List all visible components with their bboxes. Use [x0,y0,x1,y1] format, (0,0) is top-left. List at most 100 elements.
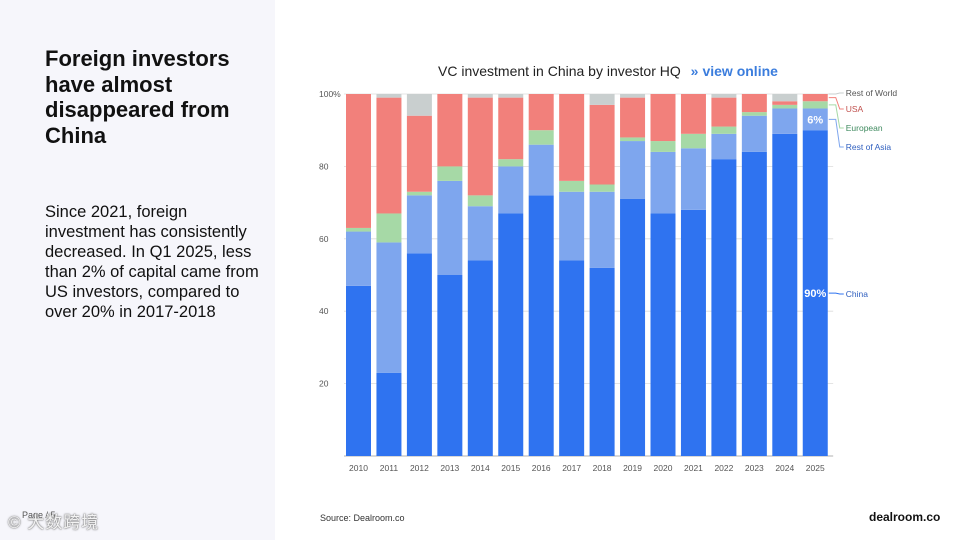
source-note: Source: Dealroom.co [320,513,405,523]
bar-segment [680,148,706,210]
bar-segment [620,94,646,98]
view-online-link[interactable]: » view online [691,63,778,79]
chart-title: VC investment in China by investor HQ » v… [438,63,778,79]
bar-segment [528,94,554,131]
bar-segment [376,97,402,214]
y-tick-label: 100% [319,89,341,99]
bar-segment [437,180,463,275]
bar-segment [802,130,828,456]
bar-segment [528,130,554,145]
legend-label: European [846,123,883,133]
bar-segment [711,133,737,160]
bar-segment [406,94,432,116]
bar-segment [620,97,646,138]
legend-label: Rest of World [846,88,898,98]
legend-connector [828,118,844,148]
x-tick-label: 2024 [775,463,794,473]
y-tick-label: 80 [319,161,329,171]
x-tick-label: 2011 [380,463,399,473]
bar-segment [802,94,828,102]
bar-segment [680,94,706,134]
left-panel [0,0,275,540]
bar-segment [467,195,493,207]
legend-connector [828,292,844,295]
bar-segment [741,151,767,457]
legend-connector [828,97,844,110]
x-tick-label: 2012 [410,463,429,473]
body-text: Since 2021, foreign investment has consi… [45,203,259,321]
chart-title-text: VC investment in China by investor HQ [438,63,681,79]
bar-segment [772,133,798,456]
bar-segment [528,144,554,196]
brand-logo: dealroom.co [869,510,941,524]
bar-segment [498,97,524,160]
bar-segment [346,227,371,232]
bar-segment [650,151,676,214]
bar-segment [711,159,737,456]
bar-segment [376,94,402,98]
bar-segment [346,285,371,456]
bar-segment [528,195,554,457]
bar-segment [559,260,585,456]
bar-segment [772,94,798,102]
bar-segment [498,159,524,167]
bar-segment [346,94,371,228]
page-number: Page / 5 [22,510,56,520]
bar-segment [376,372,402,456]
x-tick-label: 2021 [684,463,703,473]
bar-segment [589,191,615,268]
bar-segment [346,231,371,286]
bar-segment [741,112,767,116]
y-tick-label: 60 [319,234,329,244]
bar-segment [406,253,432,456]
data-label: 6% [807,114,823,126]
double-chevron-icon: » [690,63,699,79]
bar-segment [741,115,767,152]
bar-segment [498,213,524,456]
bar-segment [559,180,585,192]
x-tick-label: 2014 [471,463,490,473]
y-tick-label: 40 [319,306,329,316]
bar-segment [589,184,615,192]
bar-segment [467,260,493,456]
x-tick-label: 2022 [714,463,733,473]
x-tick-label: 2015 [501,463,520,473]
bar-segment [406,195,432,254]
legend-label: Rest of Asia [846,142,892,152]
bar-segment [559,191,585,261]
bar-segment [620,137,646,142]
bar-segment [467,97,493,196]
x-tick-label: 2010 [349,463,368,473]
x-tick-label: 2013 [440,463,459,473]
x-tick-label: 2019 [623,463,642,473]
bar-segment [680,133,706,149]
x-tick-label: 2023 [745,463,764,473]
bar-segment [376,242,402,373]
x-tick-label: 2018 [593,463,612,473]
bar-segment [498,94,524,98]
bar-segment [589,267,615,456]
bar-segment [650,141,676,152]
bar-segment [711,126,737,134]
x-tick-label: 2017 [562,463,581,473]
watermark-logo: © 大数跨境 [8,513,100,532]
x-tick-label: 2020 [654,463,673,473]
bar-segment [620,141,646,199]
x-tick-label: 2025 [806,463,825,473]
bar-segment [741,94,767,113]
bar-segment [467,206,493,261]
bar-segment [467,94,493,98]
bar-segment [559,94,585,181]
bar-segment [650,213,676,456]
headline: Foreign investors have almost disappeare… [45,46,230,148]
legend-label: USA [846,104,864,114]
bar-segment [437,94,463,167]
legend-connector [828,92,844,95]
bar-segment [406,191,432,196]
bar-segment [376,213,402,243]
bar-segment [772,104,798,109]
bar-segment [620,198,646,457]
legend-connector [828,104,844,129]
bar-segment [437,166,463,181]
